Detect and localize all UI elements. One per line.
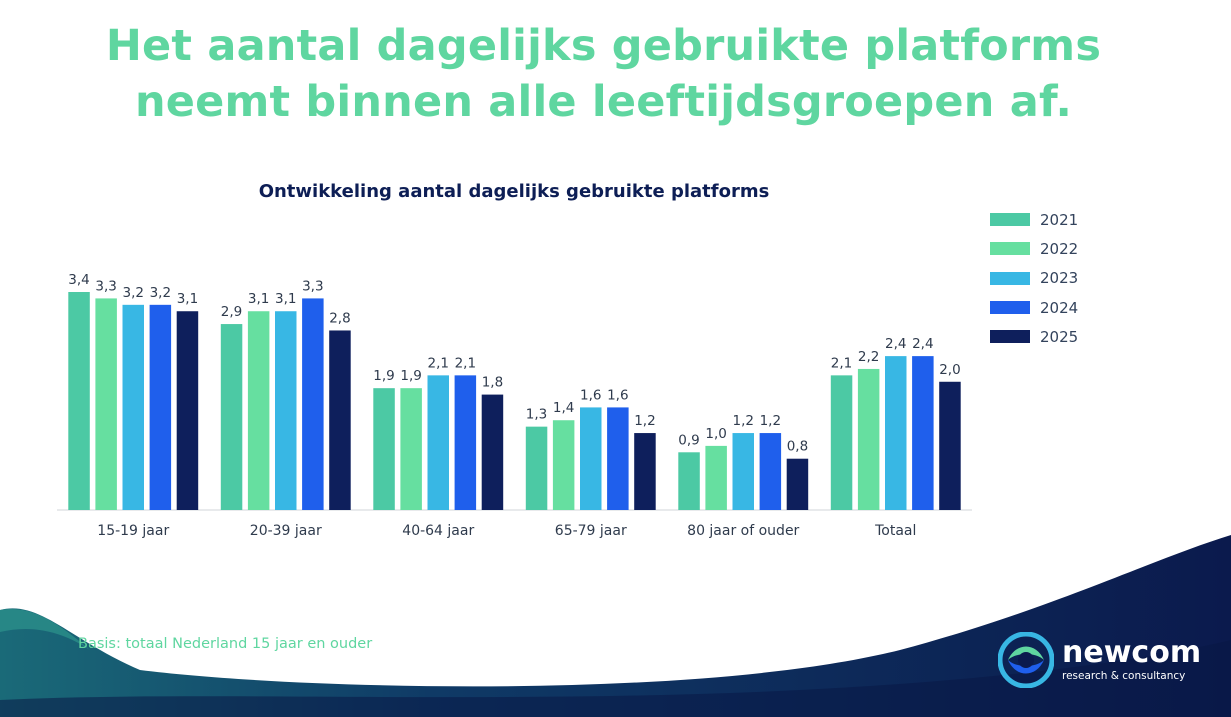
bar-2024-2 [454,375,477,510]
bar-2023-4 [732,433,754,510]
x-tick-label-0: 15-19 jaar [97,523,169,539]
data-label-2022-0: 3,3 [95,278,116,294]
bar-2021-2 [373,388,395,510]
data-label-2021-0: 3,4 [68,272,89,288]
bar-2022-5 [857,368,880,510]
chart-legend: 2021 2022 2023 2024 2025 [990,205,1078,351]
bar-2022-3 [552,420,575,510]
data-label-2021-2: 1,9 [373,368,394,384]
bar-2025-4 [786,458,809,510]
legend-item-2022: 2022 [990,234,1078,263]
bar-2025-1 [329,330,351,510]
data-label-2025-2: 1,8 [482,375,503,391]
logo-name: newcom [1062,635,1202,670]
bar-2021-3 [525,426,548,510]
data-label-2022-2: 1,9 [400,368,421,384]
data-label-2023-3: 1,6 [580,387,601,403]
legend-swatch-2022 [990,242,1030,256]
data-label-2024-5: 2,4 [912,336,933,352]
legend-item-2024: 2024 [990,293,1078,322]
x-tick-label-4: 80 jaar of ouder [687,523,799,539]
bar-2023-2 [427,375,449,510]
bar-2024-1 [302,298,324,510]
legend-label-2021: 2021 [1040,210,1079,229]
newcom-logo-icon [998,632,1054,688]
data-label-2022-3: 1,4 [553,400,574,416]
bar-2022-0 [95,298,117,510]
legend-label-2022: 2022 [1040,239,1079,258]
data-label-2025-1: 2,8 [329,310,350,326]
data-label-2024-4: 1,2 [760,413,781,429]
bar-2021-5 [830,375,853,510]
data-label-2024-0: 3,2 [150,285,171,301]
x-tick-label-2: 40-64 jaar [402,523,474,539]
bar-2023-3 [580,407,602,510]
bar-2024-3 [607,407,629,510]
bar-2021-4 [678,452,700,510]
bar-2024-5 [912,356,934,510]
data-label-2025-4: 0,8 [787,439,808,455]
page-headline: Het aantal dagelijks gebruikte platforms… [105,21,1102,127]
chart-title: Ontwikkeling aantal dagelijks gebruikte … [258,181,770,202]
data-label-2023-0: 3,2 [123,285,144,301]
bar-2022-4 [705,445,727,510]
legend-label-2025: 2025 [1040,327,1079,346]
data-label-2025-5: 2,0 [939,362,960,378]
data-label-2022-1: 3,1 [248,291,269,307]
legend-swatch-2025 [990,330,1030,344]
legend-swatch-2021 [990,213,1030,227]
bar-2025-0 [176,311,199,510]
bar-2023-5 [885,356,907,510]
newcom-logo: newcom research & consultancy [998,632,1201,688]
data-label-2024-2: 2,1 [455,355,476,371]
bar-2025-5 [939,381,961,510]
data-label-2021-3: 1,3 [526,407,547,423]
data-label-2025-0: 3,1 [177,291,198,307]
legend-label-2023: 2023 [1040,269,1079,288]
bar-2023-1 [275,311,297,510]
basis-note: Basis: totaal Nederland 15 jaar en ouder [78,636,373,652]
legend-item-2021: 2021 [990,205,1078,234]
legend-item-2023: 2023 [990,264,1078,293]
logo-tagline: research & consultancy [1062,670,1186,682]
bar-2025-2 [481,394,504,510]
bar-2024-0 [149,304,172,510]
x-tick-label-5: Totaal [874,523,916,539]
bar-2023-0 [122,304,144,510]
data-label-2023-2: 2,1 [428,355,449,371]
data-label-2024-3: 1,6 [607,387,628,403]
data-label-2021-5: 2,1 [831,355,852,371]
data-label-2023-5: 2,4 [885,336,906,352]
bar-2025-3 [634,433,656,510]
bar-2022-2 [400,388,422,510]
data-label-2023-4: 1,2 [733,413,754,429]
legend-swatch-2023 [990,271,1030,285]
data-label-2023-1: 3,1 [275,291,296,307]
data-label-2021-4: 0,9 [678,432,699,448]
x-tick-label-3: 65-79 jaar [555,523,627,539]
bar-2022-1 [247,311,270,510]
legend-label-2024: 2024 [1040,298,1079,317]
data-label-2022-5: 2,2 [858,349,879,365]
data-label-2024-1: 3,3 [302,278,323,294]
data-label-2021-1: 2,9 [221,304,242,320]
x-tick-label-1: 20-39 jaar [250,523,322,539]
data-label-2022-4: 1,0 [705,426,726,442]
bar-2021-1 [220,324,243,510]
data-label-2025-3: 1,2 [634,413,655,429]
legend-item-2025: 2025 [990,322,1078,351]
bar-2024-4 [759,433,782,510]
legend-swatch-2024 [990,301,1030,315]
bar-2021-0 [68,292,90,510]
